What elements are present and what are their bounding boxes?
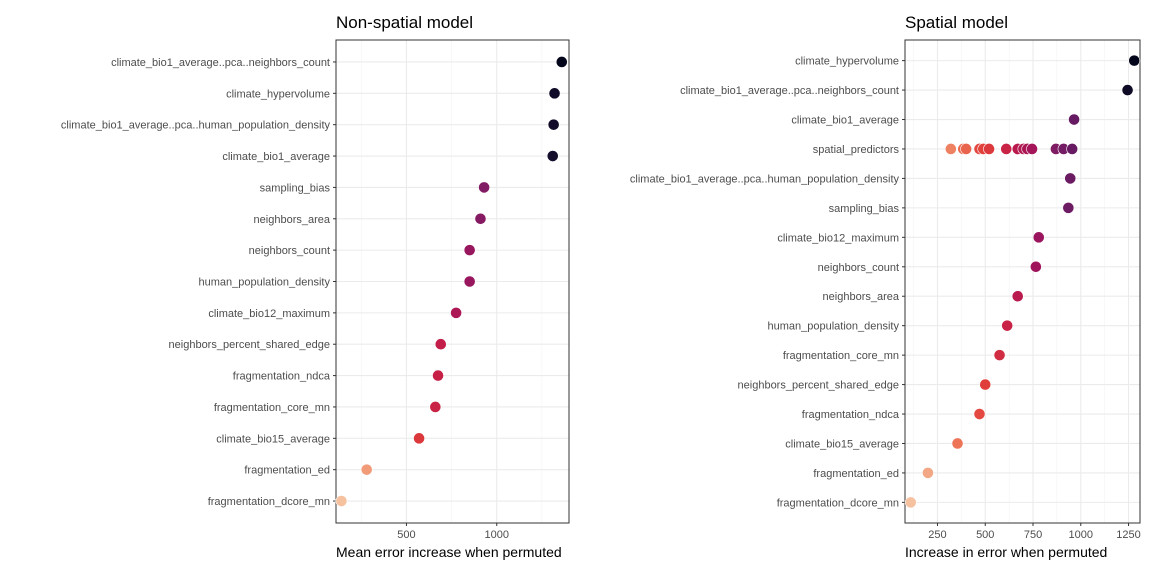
data-point-climate-bio1-average-pca-neighbors-count bbox=[555, 56, 568, 68]
y-tick-label: fragmentation_core_mn bbox=[214, 402, 330, 414]
data-point-sampling-bias bbox=[478, 181, 491, 194]
data-point-sampling-bias bbox=[1062, 201, 1075, 214]
data-point-neighbors-percent-shared-edge bbox=[434, 338, 447, 351]
data-point-climate-bio1-average-pca-human-population-density bbox=[1064, 172, 1077, 185]
data-point-climate-bio12-maximum bbox=[1032, 231, 1045, 244]
y-tick-label: neighbors_count bbox=[249, 245, 330, 257]
data-point-fragmentation-ndca bbox=[432, 369, 444, 382]
x-tick-label: 1000 bbox=[485, 529, 509, 541]
data-point-spatial-predictors bbox=[983, 143, 995, 155]
x-tick-label: 1250 bbox=[1116, 529, 1140, 541]
y-tick-label: climate_hypervolume bbox=[226, 88, 330, 100]
y-tick-label: neighbors_percent_shared_edge bbox=[169, 339, 330, 351]
y-tick-label: human_population_density bbox=[199, 277, 331, 289]
data-point-climate-bio15-average bbox=[951, 437, 964, 450]
data-point-neighbors-percent-shared-edge bbox=[979, 378, 992, 391]
x-tick-label: 500 bbox=[397, 529, 415, 541]
data-point-neighbors-area bbox=[1011, 290, 1024, 303]
x-tick-label: 750 bbox=[1024, 529, 1042, 541]
data-point-fragmentation-ed bbox=[922, 467, 934, 479]
data-point-neighbors-count bbox=[1029, 260, 1042, 273]
y-tick-label: neighbors_percent_shared_edge bbox=[738, 380, 899, 392]
panel-title: Non-spatial model bbox=[336, 13, 473, 32]
panel-title: Spatial model bbox=[905, 13, 1008, 32]
data-point-neighbors-count bbox=[463, 244, 476, 257]
y-tick-label: climate_bio1_average..pca..neighbors_cou… bbox=[111, 57, 330, 69]
y-tick-label: fragmentation_ndca bbox=[802, 409, 900, 421]
data-point-fragmentation-ndca bbox=[973, 408, 986, 420]
data-point-fragmentation-core-mn bbox=[993, 349, 1006, 362]
data-point-human-population-density bbox=[463, 275, 476, 288]
data-point-climate-bio1-average bbox=[1068, 113, 1080, 126]
y-tick-label: fragmentation_dcore_mn bbox=[208, 496, 330, 508]
data-point-fragmentation-core-mn bbox=[429, 401, 442, 413]
y-tick-label: climate_bio15_average bbox=[785, 438, 899, 450]
data-point-spatial-predictors bbox=[1026, 143, 1038, 155]
panel-2: Spatial model climate_hypervolume climate_… bbox=[630, 13, 1141, 560]
y-tick-label: fragmentation_ndca bbox=[233, 371, 331, 383]
y-tick-label: climate_hypervolume bbox=[795, 56, 899, 68]
x-tick-label: 250 bbox=[928, 529, 946, 541]
data-point-climate-hypervolume bbox=[548, 87, 561, 100]
data-point-spatial-predictors bbox=[960, 143, 973, 155]
y-tick-label: neighbors_count bbox=[818, 262, 899, 274]
x-tick-label: 1000 bbox=[1069, 529, 1093, 541]
y-tick-label: climate_bio15_average bbox=[216, 433, 330, 445]
y-tick-label: climate_bio12_maximum bbox=[208, 308, 330, 320]
data-point-climate-bio1-average-pca-human-population-density bbox=[547, 118, 560, 131]
y-tick-label: climate_bio12_maximum bbox=[777, 232, 899, 244]
data-point-neighbors-area bbox=[474, 212, 487, 225]
data-point-climate-bio1-average-pca-neighbors-count bbox=[1121, 84, 1134, 96]
x-axis-title: Mean error increase when permuted bbox=[336, 544, 562, 560]
data-point-human-population-density bbox=[1001, 319, 1014, 332]
data-point-climate-hypervolume bbox=[1128, 54, 1141, 67]
x-axis-title: Increase in error when permuted bbox=[905, 544, 1107, 560]
y-tick-label: neighbors_area bbox=[254, 214, 331, 226]
panel-border bbox=[904, 39, 1141, 524]
y-tick-label: fragmentation_ed bbox=[244, 465, 330, 477]
data-point-spatial-predictors bbox=[1066, 143, 1079, 155]
y-tick-label: sampling_bias bbox=[829, 203, 900, 215]
data-point-spatial-predictors bbox=[1000, 143, 1013, 155]
data-point-fragmentation-dcore-mn bbox=[335, 495, 348, 507]
panel-1: Non-spatial model climate_bio1_average..p… bbox=[61, 13, 570, 560]
y-tick-label: climate_bio1_average bbox=[791, 115, 899, 127]
data-point-climate-bio12-maximum bbox=[450, 306, 463, 319]
y-tick-label: climate_bio1_average bbox=[222, 151, 330, 163]
data-point-climate-bio1-average bbox=[546, 150, 559, 162]
y-tick-label: spatial_predictors bbox=[813, 144, 900, 156]
y-tick-label: fragmentation_ed bbox=[813, 468, 899, 480]
data-point-climate-bio15-average bbox=[413, 432, 425, 445]
y-tick-label: sampling_bias bbox=[260, 182, 331, 194]
data-point-spatial-predictors bbox=[944, 143, 957, 155]
y-tick-label: climate_bio1_average..pca..human_populat… bbox=[61, 120, 331, 132]
y-tick-label: neighbors_area bbox=[823, 291, 900, 303]
y-tick-label: human_population_density bbox=[768, 321, 900, 333]
y-tick-label: fragmentation_core_mn bbox=[783, 350, 899, 362]
data-point-fragmentation-ed bbox=[360, 463, 373, 476]
y-tick-label: climate_bio1_average..pca..human_populat… bbox=[630, 173, 900, 185]
data-point-fragmentation-dcore-mn bbox=[904, 496, 917, 509]
y-tick-label: climate_bio1_average..pca..neighbors_cou… bbox=[680, 85, 899, 97]
x-tick-label: 500 bbox=[976, 529, 994, 541]
y-tick-label: fragmentation_dcore_mn bbox=[777, 497, 899, 509]
